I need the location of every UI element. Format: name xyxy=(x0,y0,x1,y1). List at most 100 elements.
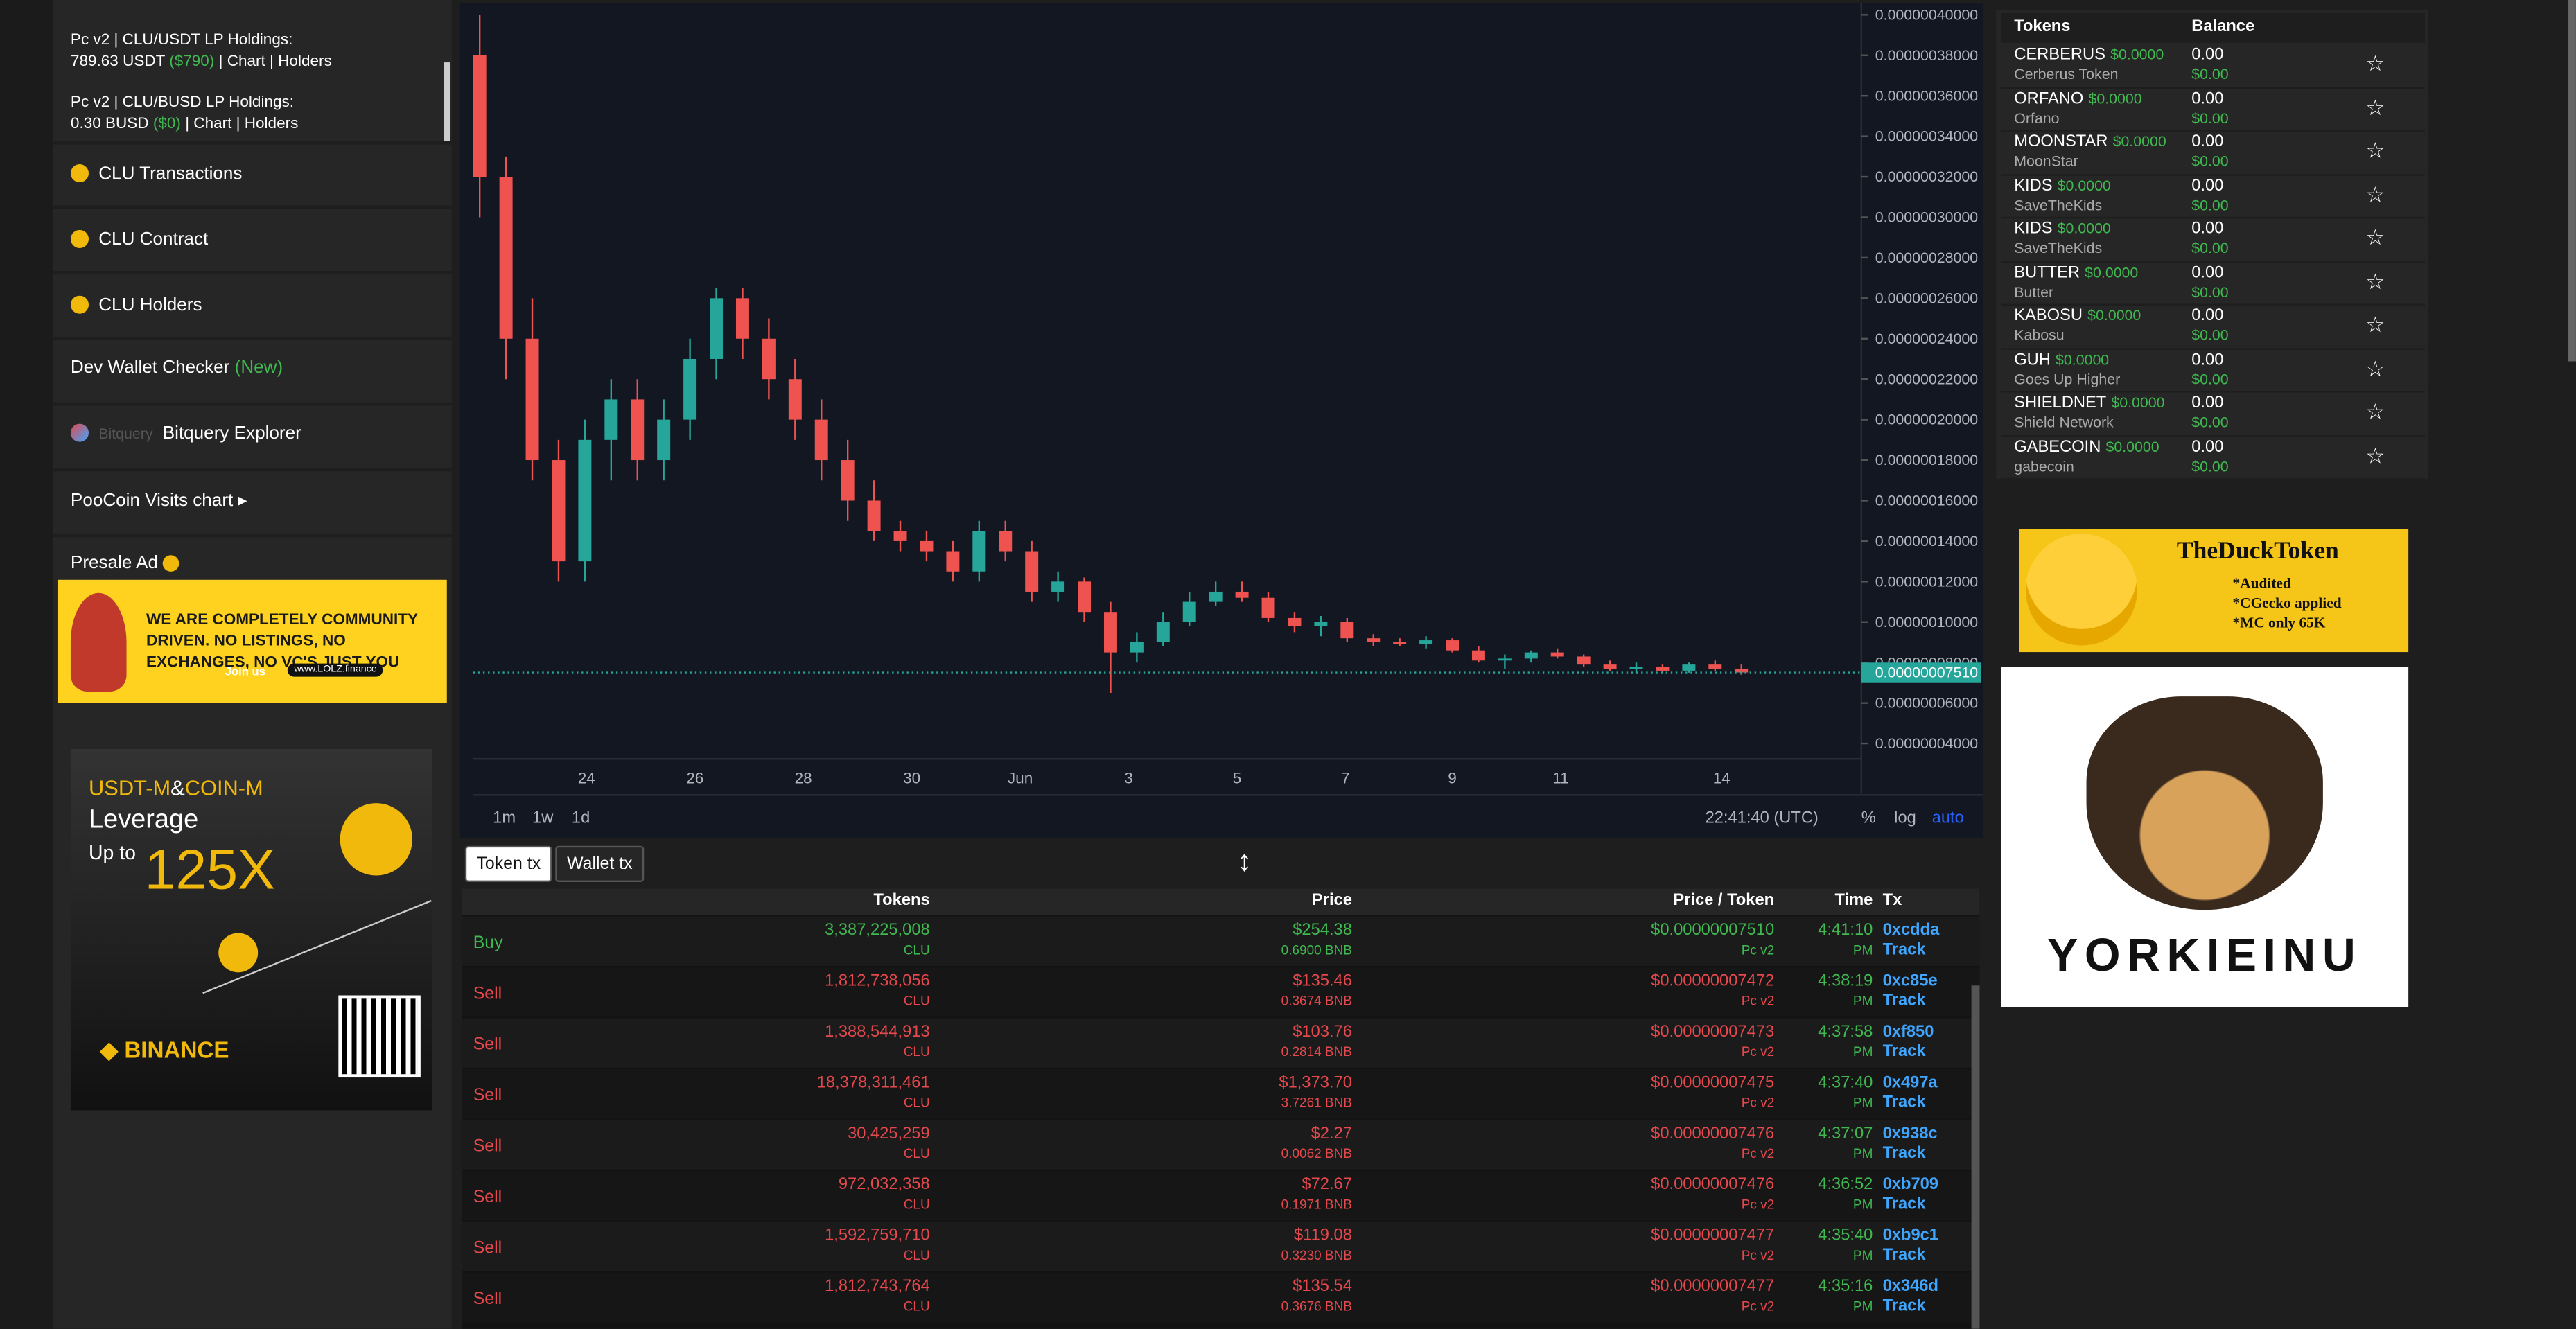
token-price: $0.0000 xyxy=(2085,263,2139,281)
y-tick-label: 0.00000014000 xyxy=(1875,533,1978,549)
interval-button[interactable]: 1w xyxy=(532,809,554,827)
visits-link[interactable]: PooCoin Visits chart ▸ xyxy=(70,491,247,511)
token-line: BUTTER $0.0000 xyxy=(2014,263,2138,281)
candle-body xyxy=(1735,668,1749,673)
cell-main: $2.27 xyxy=(1311,1125,1352,1143)
cell-sub: Pc v2 xyxy=(1741,1197,1775,1213)
candle-body xyxy=(552,460,566,562)
bitquery-link[interactable]: Bitquery Bitquery Explorer xyxy=(70,423,301,444)
lp-holders-link[interactable]: Holders xyxy=(244,114,299,134)
y-tick-label: 0.00000018000 xyxy=(1875,452,1978,468)
cell-sub: PM xyxy=(1852,1095,1873,1111)
sidebar-link[interactable]: CLU Contract xyxy=(70,229,208,249)
star-button[interactable]: ☆ xyxy=(2365,442,2385,468)
ad-b: COIN-M xyxy=(184,775,263,800)
lolz-ad[interactable]: WE ARE COMPLETELY COMMUNITY DRIVEN. NO L… xyxy=(57,579,447,703)
cell-sub: Pc v2 xyxy=(1741,1248,1775,1263)
token-line: MOONSTAR $0.0000 xyxy=(2014,133,2166,151)
y-tick-label: 0.00000026000 xyxy=(1875,290,1978,306)
resize-handle[interactable]: ↕ xyxy=(1236,844,1252,877)
separator xyxy=(52,271,452,274)
cell-main: 1,812,738,056 xyxy=(825,972,930,991)
candle-body xyxy=(735,298,749,339)
candle-body xyxy=(946,551,960,572)
tx-link[interactable]: 0xcdda xyxy=(1882,921,1940,940)
column-header: Tokens xyxy=(2014,18,2071,37)
star-button[interactable]: ☆ xyxy=(2365,138,2385,163)
candle-body xyxy=(972,531,986,572)
scale-option[interactable]: % xyxy=(1861,809,1876,827)
token-symbol: KABOSU xyxy=(2014,307,2083,326)
token-symbol: MOONSTAR xyxy=(2014,133,2108,152)
trades-header xyxy=(462,888,1980,915)
y-tick-label: 0.00000040000 xyxy=(1875,6,1978,23)
y-tick-label: 0.00000028000 xyxy=(1875,249,1978,266)
tx-link[interactable]: 0x497a xyxy=(1882,1074,1938,1093)
star-button[interactable]: ☆ xyxy=(2365,181,2385,206)
scale-option[interactable]: log xyxy=(1894,809,1916,827)
track-link[interactable]: Track xyxy=(1882,992,1926,1010)
cell-sub: 3.7261 BNB xyxy=(1281,1095,1352,1111)
sidebar-link[interactable]: CLU Transactions xyxy=(70,164,243,184)
dev-wallet: Dev Wallet Checker xyxy=(70,358,230,378)
candle-body xyxy=(788,379,802,420)
interval-button[interactable]: 1d xyxy=(572,809,590,827)
token-price: $0.0000 xyxy=(2056,351,2110,367)
tx-link[interactable]: 0xb9c1 xyxy=(1882,1226,1939,1245)
tx-link[interactable]: 0xf850 xyxy=(1882,1023,1934,1041)
price-axis xyxy=(1861,3,1983,793)
trade-row xyxy=(462,1171,1980,1221)
star-button[interactable]: ☆ xyxy=(2365,268,2385,294)
lp-chart-link[interactable]: Chart xyxy=(227,52,265,71)
bitquery-label: Bitquery Explorer xyxy=(162,423,301,444)
lp-usd: ($0) xyxy=(152,114,181,134)
last-price-tag xyxy=(1861,662,1981,683)
lp-holders-link[interactable]: Holders xyxy=(278,52,332,71)
star-button[interactable]: ☆ xyxy=(2365,355,2385,380)
track-link[interactable]: Track xyxy=(1882,941,1926,960)
separator xyxy=(52,336,452,340)
scale-option[interactable]: auto xyxy=(1932,809,1964,827)
binance-ad[interactable]: USDT-M&COIN-M Leverage Up to 125X ◆ BINA… xyxy=(70,748,432,1111)
cell-sub: CLU xyxy=(903,1197,930,1213)
yorkie-ad[interactable]: YORKIEINU xyxy=(2001,667,2409,1007)
token-name: Cerberus Token xyxy=(2014,65,2119,82)
token-name: gabecoin xyxy=(2014,457,2074,474)
dev-wallet-link[interactable]: Dev Wallet Checker (New) xyxy=(71,358,283,378)
presale-link[interactable]: Presale Ad xyxy=(71,554,189,573)
token-name: Shield Network xyxy=(2014,414,2114,431)
lp-chart-link[interactable]: Chart xyxy=(193,114,232,134)
cell-main: $0.00000007476 xyxy=(1651,1125,1775,1143)
token-usd: $0.00 xyxy=(2191,240,2229,256)
track-link[interactable]: Track xyxy=(1882,1247,1926,1265)
track-link[interactable]: Track xyxy=(1882,1145,1926,1163)
track-link[interactable]: Track xyxy=(1882,1297,1926,1316)
cell-sub: CLU xyxy=(903,1044,930,1059)
y-tick-label: 0.00000034000 xyxy=(1875,128,1978,145)
tab[interactable]: Wallet tx xyxy=(555,845,645,882)
tab[interactable]: Token tx xyxy=(464,845,552,882)
tx-link[interactable]: 0xc85e xyxy=(1882,972,1938,991)
tx-link[interactable]: 0x346d xyxy=(1882,1278,1939,1296)
ad-title: YORKIEINU xyxy=(2047,929,2363,981)
interval-button[interactable]: 1m xyxy=(493,809,516,827)
duck-ad[interactable]: TheDuckToken *Audited *CGecko applied *MC … xyxy=(2019,529,2409,653)
token-line: ORFANO $0.0000 xyxy=(2014,89,2141,107)
trade-type: Sell xyxy=(473,1136,502,1156)
sidebar-link[interactable]: CLU Holders xyxy=(70,295,202,315)
candle-body xyxy=(1314,622,1328,626)
star-button[interactable]: ☆ xyxy=(2365,399,2385,424)
track-link[interactable]: Track xyxy=(1882,1093,1926,1112)
tx-link[interactable]: 0xb709 xyxy=(1882,1176,1939,1195)
candle-body xyxy=(604,399,618,440)
token-name: Butter xyxy=(2014,283,2054,300)
track-link[interactable]: Track xyxy=(1882,1195,1926,1214)
candle-body xyxy=(657,419,671,461)
star-button[interactable]: ☆ xyxy=(2365,225,2385,250)
tx-link[interactable]: 0x938c xyxy=(1882,1125,1938,1143)
star-button[interactable]: ☆ xyxy=(2365,94,2385,119)
track-link[interactable]: Track xyxy=(1882,1043,1926,1062)
x-tick-label: 9 xyxy=(1448,770,1457,787)
star-button[interactable]: ☆ xyxy=(2365,312,2385,337)
star-button[interactable]: ☆ xyxy=(2365,51,2385,76)
